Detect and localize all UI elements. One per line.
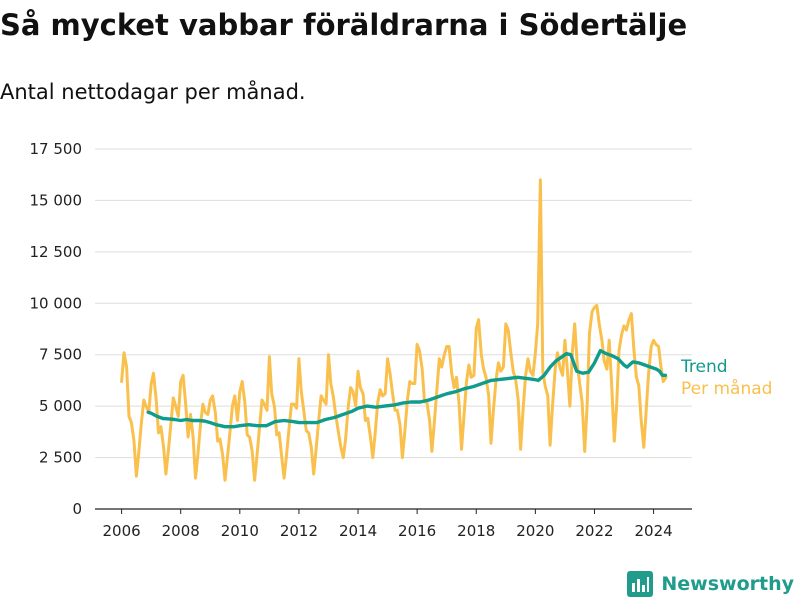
x-tick-label: 2022 xyxy=(575,522,613,540)
series-line-trend xyxy=(146,348,668,429)
y-tick-label: 15 000 xyxy=(30,191,83,209)
y-tick-label: 7 500 xyxy=(39,346,82,364)
series-line-per-manad xyxy=(120,178,668,482)
x-tick-label: 2010 xyxy=(221,522,259,540)
y-tick-label: 0 xyxy=(72,500,82,518)
bar-chart-icon xyxy=(627,571,654,597)
page-title: Så mycket vabbar föräldrarna i Södertälj… xyxy=(0,8,688,42)
x-tick-label: 2008 xyxy=(162,522,200,540)
x-tick-label: 2024 xyxy=(634,522,672,540)
x-tick-label: 2006 xyxy=(103,522,141,540)
x-tick-label: 2020 xyxy=(516,522,554,540)
page-subtitle: Antal nettodagar per månad. xyxy=(0,80,306,104)
x-tick-label: 2012 xyxy=(280,522,318,540)
x-tick-label: 2014 xyxy=(339,522,377,540)
x-tick-label: 2018 xyxy=(457,522,495,540)
x-tick-label: 2016 xyxy=(398,522,436,540)
brand-name: Newsworthy xyxy=(661,573,794,595)
legend-entry: Per månad xyxy=(681,378,772,399)
y-tick-label: 10 000 xyxy=(30,294,83,312)
grid-lines xyxy=(95,148,692,459)
y-tick-label: 5 000 xyxy=(39,397,82,415)
brand-logo: Newsworthy xyxy=(627,571,794,597)
legend-entry: Trend xyxy=(680,357,728,377)
y-tick-label: 12 500 xyxy=(30,243,83,261)
x-axis: 2006 2008 2010 2012 2014 2016 2018 2020 2022 2024 xyxy=(95,508,692,540)
series-lines xyxy=(120,178,668,482)
y-tick-label: 17 500 xyxy=(30,140,83,158)
y-axis: 0 2 500 5 000 7 500 10 000 12 500 15 000 17 500 xyxy=(30,140,83,518)
y-tick-label: 2 500 xyxy=(39,449,82,467)
